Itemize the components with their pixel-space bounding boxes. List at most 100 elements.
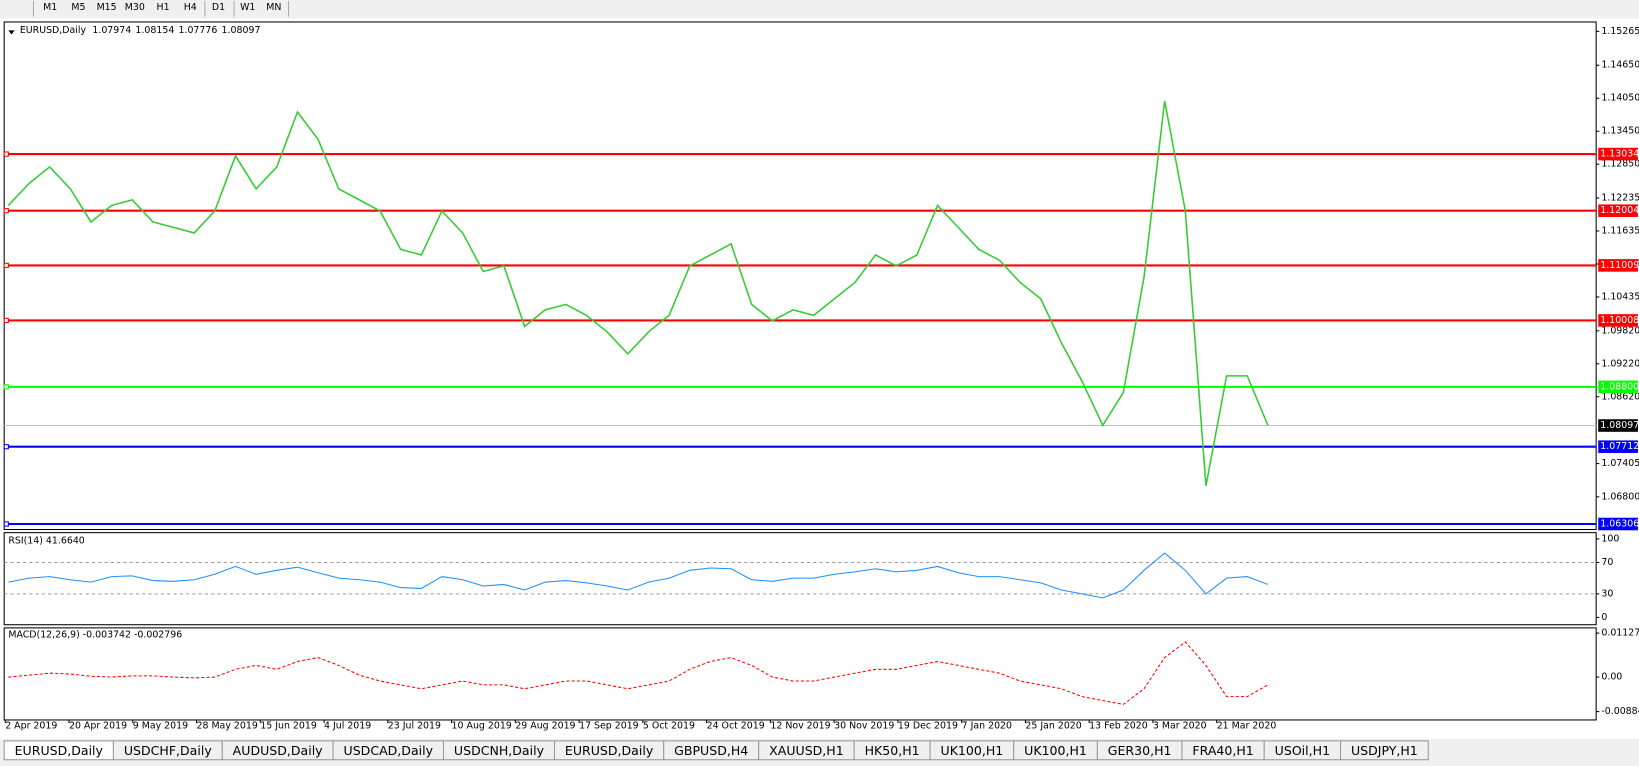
chart-tab-label[interactable]: USDCNH,Daily: [454, 743, 545, 758]
price-level-label: 1.08800: [1600, 381, 1639, 392]
chart-tab-label[interactable]: USDJPY,H1: [1351, 743, 1418, 758]
price-level-label: 1.07712: [1600, 441, 1639, 452]
chart-tab-label[interactable]: HK50,H1: [865, 743, 920, 758]
chart-tab-label[interactable]: FRA40,H1: [1192, 743, 1253, 758]
level-handle: [3, 317, 9, 324]
x-tick-label: 29 Aug 2019: [515, 721, 575, 732]
level-handle: [3, 444, 9, 450]
y-tick-label: 1.09820: [1601, 325, 1639, 336]
chart-tab-label[interactable]: USDCAD,Daily: [344, 743, 434, 758]
chart-tab-label[interactable]: EURUSD,Daily: [565, 743, 654, 758]
ohlc-value: 1.08097: [222, 25, 261, 36]
y-tick-label: 1.10435: [1601, 291, 1639, 302]
y-tick-label: 0.011277: [1601, 628, 1639, 639]
timeframe-button[interactable]: H1: [157, 2, 170, 13]
y-tick-label: 100: [1601, 533, 1619, 544]
price-level-tag: [1598, 314, 1638, 327]
price-level-label: 1.12004: [1600, 205, 1639, 216]
chart-title: EURUSD,Daily: [20, 25, 87, 36]
chart-tab[interactable]: [1339, 740, 1429, 761]
timeframe-button[interactable]: M15: [97, 2, 117, 13]
price-level-tag: [1598, 380, 1638, 394]
x-tick-label: 12 Nov 2019: [770, 721, 830, 732]
level-handle: [3, 262, 9, 269]
y-tick-label: 1.09220: [1601, 358, 1639, 369]
chart-tab-label[interactable]: GBPUSD,H4: [674, 743, 748, 758]
y-tick-label: 1.06800: [1601, 491, 1639, 502]
y-tick-label: 1.11635: [1601, 225, 1639, 236]
x-tick-label: 13 Feb 2020: [1089, 721, 1148, 732]
last-price-tag: [1598, 419, 1638, 432]
y-tick-label: 30: [1601, 588, 1613, 599]
x-tick-label: 17 Sep 2019: [579, 721, 639, 732]
timeframe-button[interactable]: H4: [184, 2, 197, 13]
rsi-line: [8, 552, 1269, 599]
timeframe-button[interactable]: MN: [266, 2, 281, 13]
level-handle: [3, 384, 9, 390]
price-level-label: 1.06306: [1600, 519, 1639, 530]
y-tick-label: 1.08620: [1601, 391, 1639, 402]
y-tick-label: 1.15265: [1601, 26, 1639, 37]
y-tick-label: 0.00: [1601, 672, 1622, 683]
ohlc-value: 1.08154: [135, 25, 174, 36]
x-tick-label: 21 Mar 2020: [1217, 721, 1277, 732]
chart-window: [0, 18, 1639, 739]
y-tick-label: 1.12235: [1601, 192, 1639, 203]
macd-signal-line: [8, 641, 1269, 705]
y-tick-label: 1.13450: [1601, 126, 1639, 137]
y-tick-label: 1.07405: [1601, 458, 1639, 469]
chart-tab-label[interactable]: GER30,H1: [1108, 743, 1172, 758]
price-level-tag: [1598, 517, 1638, 531]
chart-tab-label[interactable]: UK100,H1: [1024, 743, 1087, 758]
ohlc-value: 1.07974: [92, 25, 131, 36]
level-handle: [3, 151, 9, 157]
x-tick-label: 15 Jun 2019: [260, 721, 317, 732]
x-tick-label: 25 Jan 2020: [1025, 721, 1081, 732]
x-tick-label: 5 Oct 2019: [643, 721, 695, 732]
price-level-tag: [1598, 440, 1638, 453]
y-tick-label: 0: [1601, 612, 1607, 623]
x-tick-label: 3 Mar 2020: [1153, 721, 1207, 732]
y-tick-label: 1.14650: [1601, 60, 1639, 71]
x-tick-label: 2 Apr 2019: [5, 721, 57, 732]
y-tick-label: 1.14050: [1601, 93, 1639, 104]
price-line: [7, 100, 1269, 487]
indicator-title: RSI(14) 41.6640: [8, 536, 84, 547]
x-tick-label: 4 Jul 2019: [324, 721, 371, 732]
x-tick-label: 10 Aug 2019: [452, 721, 512, 732]
price-level-tag: [1598, 147, 1638, 161]
timeframe-button[interactable]: M5: [71, 2, 85, 13]
x-tick-label: 20 Apr 2019: [69, 721, 127, 732]
ohlc-value: 1.07776: [178, 25, 217, 36]
x-tick-label: 24 Oct 2019: [707, 721, 765, 732]
macd-panel: [3, 627, 1597, 721]
price-level-tag: [1598, 259, 1638, 272]
chart-tab-label[interactable]: UK100,H1: [941, 743, 1004, 758]
chart-tab-label[interactable]: AUDUSD,Daily: [233, 743, 323, 758]
collapse-arrow: [8, 30, 15, 35]
x-tick-label: 9 May 2019: [133, 721, 188, 732]
x-tick-label: 19 Dec 2019: [898, 721, 958, 732]
timeframe-button[interactable]: W1: [240, 2, 255, 13]
chart-tab-label[interactable]: USOil,H1: [1275, 743, 1330, 758]
price-level-label: 1.11009: [1600, 260, 1639, 271]
chart-tab-label[interactable]: XAUUSD,H1: [769, 743, 844, 758]
y-tick-label: 1.12850: [1601, 159, 1639, 170]
timeframe-button[interactable]: D1: [212, 2, 225, 13]
timeframe-button[interactable]: M30: [125, 2, 145, 13]
chart-tab-label[interactable]: EURUSD,Daily: [15, 743, 104, 758]
level-handle: [3, 208, 9, 214]
price-level-label: 1.10008: [1600, 315, 1639, 326]
toolbar: [0, 0, 1639, 19]
price-level-tag: [1598, 204, 1638, 217]
x-tick-label: 28 May 2019: [197, 721, 258, 732]
timeframe-button[interactable]: M1: [43, 2, 57, 13]
price-level-label: 1.13034: [1600, 149, 1639, 160]
x-tick-label: 23 Jul 2019: [388, 721, 441, 732]
indicator-title: MACD(12,26,9) -0.003742 -0.002796: [8, 630, 182, 641]
level-handle: [3, 521, 9, 527]
x-tick-label: 7 Jan 2020: [962, 721, 1012, 732]
chart-tab-label[interactable]: USDCHF,Daily: [124, 743, 212, 758]
